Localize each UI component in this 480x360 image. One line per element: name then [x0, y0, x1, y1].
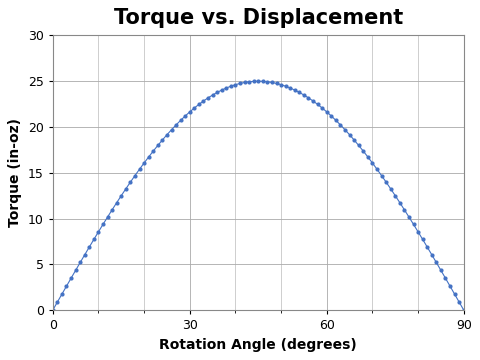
Title: Torque vs. Displacement: Torque vs. Displacement [114, 8, 403, 28]
Y-axis label: Torque (in-oz): Torque (in-oz) [8, 118, 23, 227]
X-axis label: Rotation Angle (degrees): Rotation Angle (degrees) [159, 338, 357, 352]
